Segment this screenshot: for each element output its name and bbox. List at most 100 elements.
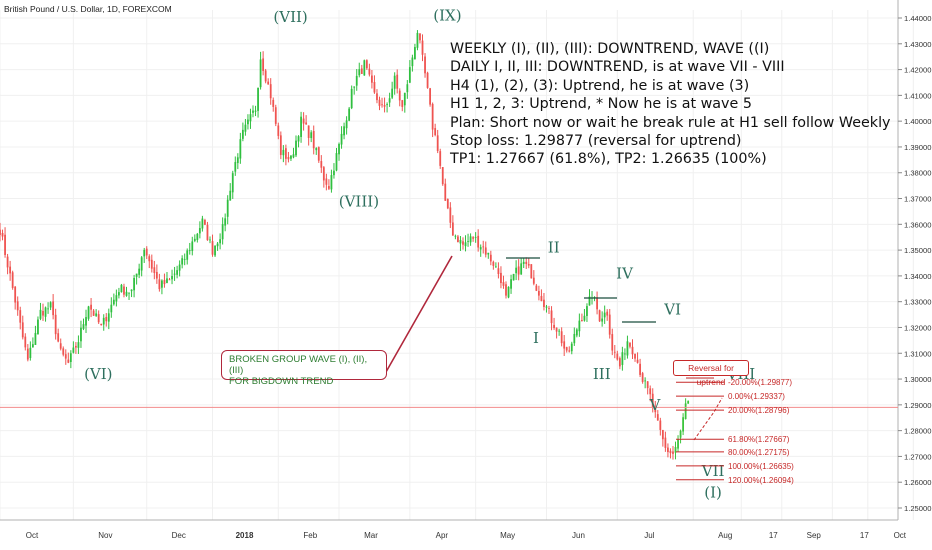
candle [525,257,528,269]
wave-label: (VIII) [339,192,379,210]
candle-body [257,87,259,111]
candle [272,97,275,112]
candle [381,97,383,108]
candle-body [320,161,323,168]
x-tick-label: Nov [98,531,112,540]
candle [148,254,151,269]
y-tick-label: 1.38000 [904,169,931,178]
candle-body [31,344,34,348]
candle [550,306,553,331]
candle-body [365,60,368,69]
candle-body [515,267,518,274]
candle-body [687,401,690,404]
candle [570,341,573,355]
candle-body [396,74,399,89]
candle-body [244,124,247,132]
candle-body [408,67,411,83]
candle [555,327,558,339]
candle [431,102,434,138]
candle-body [277,125,280,136]
candle [287,151,290,163]
candle-body [42,310,44,316]
candle [568,346,571,353]
candle-body [517,266,520,275]
y-tick-label: 1.28000 [904,427,931,436]
candle-body [434,128,437,136]
y-tick-label: 1.44000 [904,14,931,23]
candle [75,342,77,354]
candle [535,283,538,292]
y-tick-label: 1.34000 [904,272,931,281]
candle-body [100,323,103,325]
candle-body [267,81,270,85]
y-tick-label: 1.41000 [904,91,931,100]
candle-body [204,219,206,225]
candle-body [24,336,27,348]
broken-wave-callout[interactable]: BROKEN GROUP WAVE (I), (II), (III) FOR B… [221,350,387,387]
wave-label: (VII) [273,8,307,26]
candle [505,281,507,299]
candle-body [484,247,487,255]
wave-label: (I) [704,484,722,502]
candle-body [507,286,510,298]
x-tick-label: May [500,531,515,540]
symbol-title: British Pound / U.S. Dollar, 1D, FOREXCO… [4,4,172,14]
y-tick-label: 1.33000 [904,298,931,307]
candle-body [173,273,176,275]
y-tick-label: 1.25000 [904,504,931,513]
candle-body [376,93,378,101]
candle [107,308,110,330]
candle [664,431,667,452]
y-tick-label: 1.32000 [904,323,931,332]
candle [606,309,609,321]
candle [171,269,173,285]
candle-body [543,299,545,307]
candle [482,240,485,254]
candle-body [262,58,265,71]
candle [77,335,80,354]
candle-body [401,100,404,107]
note-line: DAILY I, II, III: DOWNTREND, is at wave … [450,59,785,76]
candle-body [565,347,568,351]
candle [469,233,472,246]
candle [201,215,204,232]
candle [545,304,548,313]
x-tick-label: Dec [172,531,186,540]
candle [282,145,285,163]
candle [426,71,429,89]
candle [353,86,356,95]
candle [166,271,168,284]
candle [581,313,583,322]
candle [254,105,257,117]
candle [277,122,280,140]
note-line: H1 1, 2, 3: Uptrend, * Now he is at wave… [450,96,752,113]
candle-body [512,273,515,281]
candle [616,350,619,361]
candle [608,308,611,339]
candle-body [393,75,396,89]
candle [578,313,581,337]
candle [639,358,641,378]
candle [527,258,530,269]
reversal-label[interactable]: Reversal for uptrend [673,360,749,387]
candle [188,242,191,255]
candle-body [634,353,636,359]
candle [196,232,199,243]
candle-body [500,272,502,284]
candle-body [532,277,535,284]
candle [477,229,480,252]
candle [659,417,662,436]
candle [641,371,644,384]
candle [416,30,419,51]
candle-body [350,88,353,109]
candle [216,241,219,251]
candle-body [269,84,272,99]
candle [449,202,452,229]
candle-body [123,286,125,295]
candle-body [641,373,644,382]
candle [626,335,629,359]
candle [297,135,300,148]
candle-body [1,233,4,237]
candle [279,131,282,160]
candle [611,328,614,356]
